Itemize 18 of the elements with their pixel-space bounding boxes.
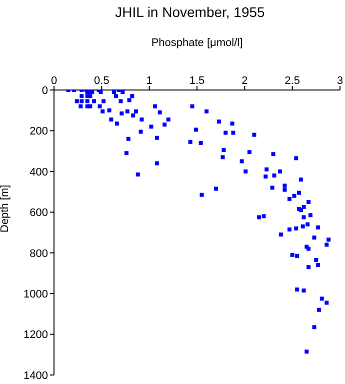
x-tick-label: 2	[242, 75, 248, 87]
y-tick-label: 0	[42, 84, 48, 97]
x-axis-title: Phosphate [μmol/l]	[151, 36, 243, 49]
x-tick-label: 1.5	[189, 75, 205, 87]
x-tick-label: 0.5	[94, 75, 110, 87]
chart-title: JHIL in November, 1955	[114, 4, 266, 20]
y-tick-label: 1400	[24, 370, 48, 382]
x-tick-label: 0	[50, 75, 58, 87]
x-tick-label: 3	[336, 75, 344, 87]
y-tick-label: 1200	[24, 329, 48, 342]
y-axis-title: Depth [m]	[0, 184, 11, 232]
x-tick-label: 2.5	[284, 75, 300, 87]
y-tick-label: 400	[30, 166, 48, 178]
y-tick-label: 1000	[24, 288, 48, 300]
y-tick-label: 600	[30, 207, 48, 220]
y-tick-label: 200	[30, 126, 48, 138]
x-tick-label: 1	[146, 75, 152, 87]
y-tick-label: 800	[30, 248, 48, 260]
